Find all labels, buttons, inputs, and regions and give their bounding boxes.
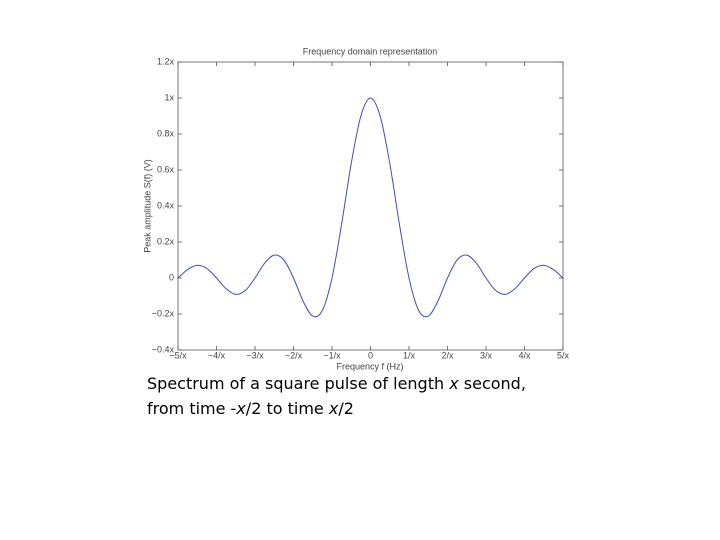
caption-text: /2 to time — [245, 399, 329, 418]
y-tick-label: 0.2x — [157, 236, 175, 246]
x-tick-label: 1/x — [403, 350, 416, 360]
chart: Frequency domain representation Frequenc… — [142, 46, 570, 371]
x-tick-label: 3/x — [480, 350, 493, 360]
caption-text: second, — [458, 374, 526, 393]
caption-text: /2 — [338, 399, 354, 418]
caption-text: x — [236, 399, 246, 418]
caption-text: x — [449, 374, 459, 393]
caption-line: from time -x/2 to time x/2 — [147, 399, 354, 418]
y-tick-label: −0.4x — [152, 344, 175, 354]
x-tick-label: −3/x — [246, 350, 264, 360]
x-tick-label: −5/x — [169, 350, 187, 360]
y-tick-label: 1.2x — [157, 56, 175, 66]
y-tick-label: 0.6x — [157, 164, 175, 174]
y-tick-label: 0 — [169, 272, 174, 282]
plot-frame — [177, 61, 564, 351]
caption-text: from time - — [147, 399, 237, 418]
y-tick-label: 1x — [164, 92, 174, 102]
chart-title: Frequency domain representation — [303, 46, 438, 56]
line-series — [177, 97, 564, 318]
y-tick-label: 0.4x — [157, 200, 175, 210]
x-tick-label: 0 — [368, 350, 373, 360]
x-tick-label: 5/x — [557, 350, 570, 360]
caption-line: Spectrum of a square pulse of length x s… — [147, 374, 526, 393]
y-tick-label: −0.2x — [152, 308, 175, 318]
y-axis-label: Peak amplitude S(f) (V) — [142, 159, 152, 253]
x-tick-label: −2/x — [285, 350, 303, 360]
x-tick-label: −4/x — [208, 350, 226, 360]
x-tick-label: −1/x — [323, 350, 341, 360]
x-axis-label: Frequency f (Hz) — [336, 361, 403, 371]
caption-text: Spectrum of a square pulse of length — [147, 374, 450, 393]
x-tick-label: 2/x — [441, 350, 454, 360]
x-tick-label: 4/x — [518, 350, 531, 360]
y-tick-label: 0.8x — [157, 128, 175, 138]
caption-text: x — [328, 399, 339, 418]
